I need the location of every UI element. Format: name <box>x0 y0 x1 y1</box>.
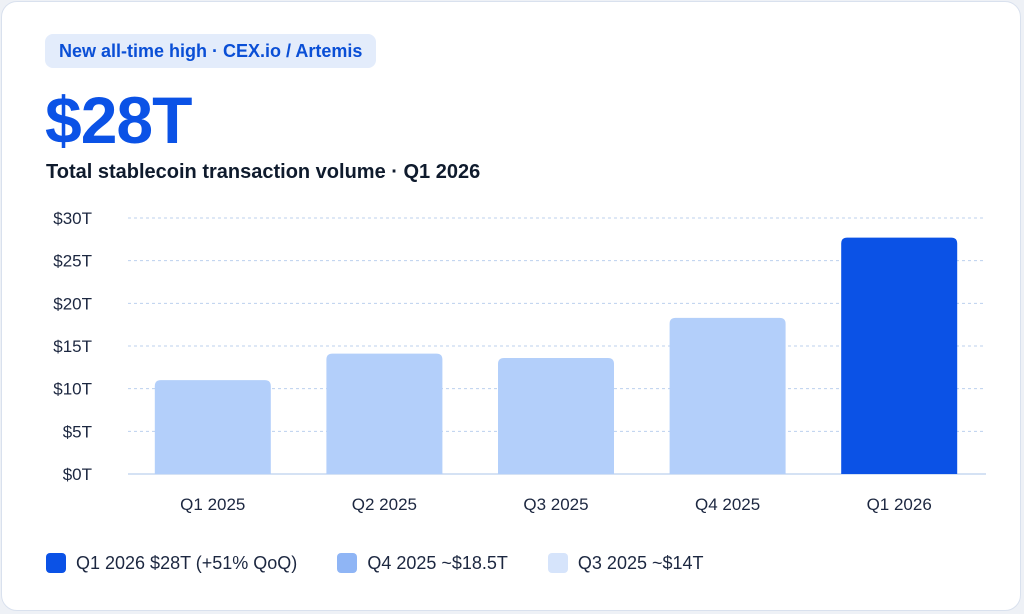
bar <box>841 237 958 474</box>
legend-item: Q1 2026 $28T (+51% QoQ) <box>46 553 297 574</box>
y-tick-label: $20T <box>53 294 92 313</box>
bar <box>326 353 443 474</box>
y-tick-label: $25T <box>53 252 92 271</box>
bar-chart: $0T $5T $10T $15T $20T $25T $30T Q1 2025 Q2 2025… <box>53 209 986 514</box>
legend-swatch <box>547 553 568 573</box>
legend-label: Q3 2025 ~$14T <box>577 552 704 573</box>
y-tick-label: $30T <box>53 209 92 228</box>
bar <box>669 317 786 474</box>
x-tick-label: Q2 2025 <box>352 495 417 514</box>
x-tick-label: Q3 2025 <box>523 495 588 514</box>
x-tick-label: Q1 2025 <box>180 495 245 514</box>
headline-value: $28T <box>45 83 192 157</box>
chart-subtitle: Total stablecoin transaction volume · Q1… <box>46 161 481 183</box>
y-tick-label: $0T <box>63 465 92 484</box>
legend-swatch <box>46 553 66 573</box>
y-tick-label: $10T <box>53 380 92 399</box>
legend-swatch <box>337 553 358 573</box>
x-tick-label: Q1 2026 <box>867 495 932 514</box>
bar <box>498 357 614 474</box>
legend-item: Q3 2025 ~$14T <box>547 552 704 574</box>
legend-label: Q1 2026 $28T (+51% QoQ) <box>76 552 298 573</box>
bar <box>154 380 271 474</box>
legend-item: Q4 2025 ~$18.5T <box>337 553 508 574</box>
source-badge: New all-time high · CEX.io / Artemis <box>45 34 377 68</box>
legend-label: Q4 2025 ~$18.5T <box>367 552 508 573</box>
y-tick-label: $5T <box>63 422 92 441</box>
chart-legend: Q1 2026 $28T (+51% QoQ) Q4 2025 ~$18.5T … <box>46 550 744 576</box>
y-tick-label: $15T <box>53 337 92 356</box>
x-tick-label: Q4 2025 <box>695 495 760 514</box>
